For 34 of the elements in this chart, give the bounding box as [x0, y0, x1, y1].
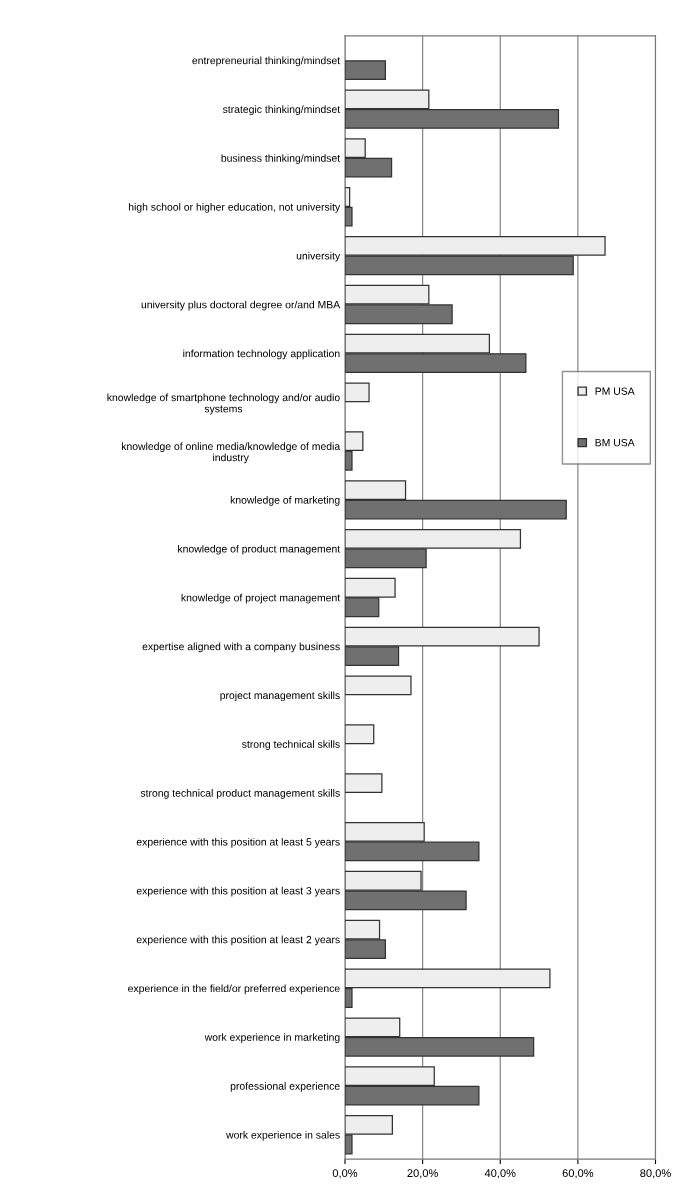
y-tick-label: experience with this position at least 3 years [136, 886, 340, 897]
bar [345, 382, 370, 403]
y-tick-label: high school or higher education, not university [128, 203, 341, 213]
x-tick-label: 60,0% [562, 1169, 594, 1179]
y-tick-label: experience in the field/or preferred experience [128, 984, 340, 995]
y-tick-label: university [296, 251, 341, 262]
y-tick-label: knowledge of project management [181, 593, 341, 604]
bar [345, 773, 383, 793]
y-tick-label: expertise aligned with a company business [142, 642, 340, 653]
y-tick-label: work experience in sales [226, 1130, 340, 1141]
y-tick-label: business thinking/mindset [221, 154, 341, 164]
bar [345, 675, 412, 696]
y-tick-label: strong technical skills [242, 740, 340, 750]
legend-label: PM USA [595, 387, 635, 395]
x-tick-label: 20,0% [407, 1169, 438, 1179]
y-tick-label: knowledge of online media/knowledge of media industry [121, 442, 341, 464]
y-tick-label: professional experience [230, 1082, 340, 1092]
y-tick-label: knowledge of smartphone technology and/or audio systems [107, 393, 340, 415]
y-tick-label: knowledge of product management [178, 544, 341, 555]
y-tick-label: entrepreneurial thinking/mindset [192, 56, 341, 67]
x-tick-label: 80,0% [640, 1169, 671, 1179]
y-tick-label: experience with this position at least 5 years [136, 837, 340, 848]
y-tick-label: knowledge of marketing [230, 496, 340, 506]
y-tick-label: strong technical product management skills [140, 789, 340, 799]
x-tick-label: 0,0% [332, 1169, 358, 1179]
y-tick-label: work experience in marketing [204, 1033, 340, 1043]
y-tick-label: experience with this position at least 2 years [136, 935, 340, 946]
y-tick-label: university plus doctoral degree or/and MBA [141, 300, 341, 311]
y-tick-label: strategic thinking/mindset [222, 105, 341, 116]
legend-label: BM USA [595, 438, 635, 447]
y-tick-label: project management skills [220, 691, 340, 702]
y-tick-label: information technology application [183, 349, 340, 360]
x-tick-label: 40,0% [484, 1169, 516, 1179]
bar [345, 724, 375, 745]
